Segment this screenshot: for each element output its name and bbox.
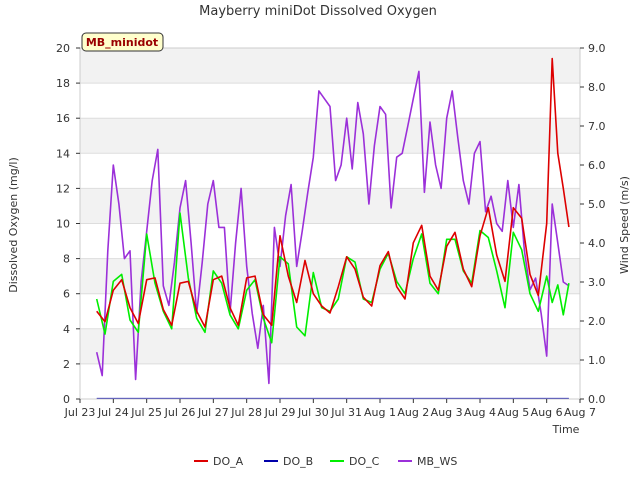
plot-band <box>80 118 580 154</box>
x-tick-label: Jul 25 <box>130 406 162 419</box>
y-tick-label: 6 <box>63 288 70 301</box>
y2-tick-label: 1.0 <box>588 354 606 367</box>
series-line-mb-ws <box>95 70 570 385</box>
legend: DO_A DO_B DO_C MB_WS <box>194 455 457 468</box>
x-tick-label: Jul 23 <box>64 406 96 419</box>
x-tick-label: Jul 24 <box>97 406 129 419</box>
plot-band <box>80 363 580 399</box>
chart-title: Mayberry miniDot Dissolved Oxygen <box>199 4 437 19</box>
y-axis-label: Dissolved Oxygen (mg/l) <box>7 157 20 292</box>
plot-band <box>80 153 580 189</box>
annotation-label: MB_minidot <box>86 36 158 49</box>
y2-tick-label: 7.0 <box>588 120 606 133</box>
y2-tick-label: 3.0 <box>588 276 606 289</box>
legend-label: DO_A <box>213 455 244 468</box>
y-tick-label: 0 <box>63 393 70 406</box>
x-tick-label: Aug 4 <box>464 406 496 419</box>
y-tick-label: 10 <box>56 218 70 231</box>
y-tick-label: 8 <box>63 253 70 266</box>
y-tick-label: 18 <box>56 77 70 90</box>
x-tick-label: Aug 3 <box>431 406 463 419</box>
x-axis: Jul 23 Jul 24 Jul 25 Jul 26 Jul 27 Jul 28 Jul … <box>64 399 596 419</box>
plot-background-bands <box>80 48 580 399</box>
y2-tick-label: 5.0 <box>588 198 606 211</box>
plot-band <box>80 328 580 364</box>
series-line-do-a <box>96 57 570 328</box>
x-tick-label: Jul 29 <box>264 406 296 419</box>
x-tick-label: Jul 31 <box>330 406 362 419</box>
x-tick-label: Aug 1 <box>364 406 396 419</box>
x-tick-label: Jul 27 <box>197 406 229 419</box>
x-tick-label: Aug 2 <box>397 406 429 419</box>
x-tick-label: Aug 5 <box>497 406 529 419</box>
y2-tick-label: 6.0 <box>588 159 606 172</box>
y-tick-label: 4 <box>63 323 70 336</box>
x-tick-label: Jul 28 <box>230 406 262 419</box>
y-tick-label: 12 <box>56 182 70 195</box>
y2-tick-label: 4.0 <box>588 237 606 250</box>
y-tick-label: 16 <box>56 112 70 125</box>
y2-axis-label: Wind Speed (m/s) <box>618 176 631 274</box>
y-axis-left: 0 2 4 6 8 10 12 14 16 18 20 <box>56 42 80 406</box>
series-line-do-c <box>95 212 570 344</box>
x-tick-label: Jul 30 <box>297 406 329 419</box>
y2-tick-label: 2.0 <box>588 315 606 328</box>
y-tick-label: 14 <box>56 147 70 160</box>
plot-band <box>80 48 580 84</box>
legend-label: DO_C <box>349 455 380 468</box>
x-axis-label: Time <box>552 423 580 436</box>
y-tick-label: 20 <box>56 42 70 55</box>
plot-band <box>80 223 580 259</box>
y2-tick-label: 9.0 <box>588 42 606 55</box>
x-tick-label: Aug 7 <box>564 406 596 419</box>
y2-tick-label: 0.0 <box>588 393 606 406</box>
y-axis-right: 0.0 1.0 2.0 3.0 4.0 5.0 6.0 7.0 8.0 9.0 <box>580 42 606 406</box>
x-tick-label: Jul 26 <box>164 406 196 419</box>
annotation-box: MB_minidot <box>81 32 164 52</box>
y2-tick-label: 8.0 <box>588 81 606 94</box>
y-tick-label: 2 <box>63 358 70 371</box>
legend-label: MB_WS <box>417 455 457 468</box>
x-tick-label: Aug 6 <box>531 406 563 419</box>
legend-label: DO_B <box>283 455 313 468</box>
plot-band <box>80 188 580 224</box>
